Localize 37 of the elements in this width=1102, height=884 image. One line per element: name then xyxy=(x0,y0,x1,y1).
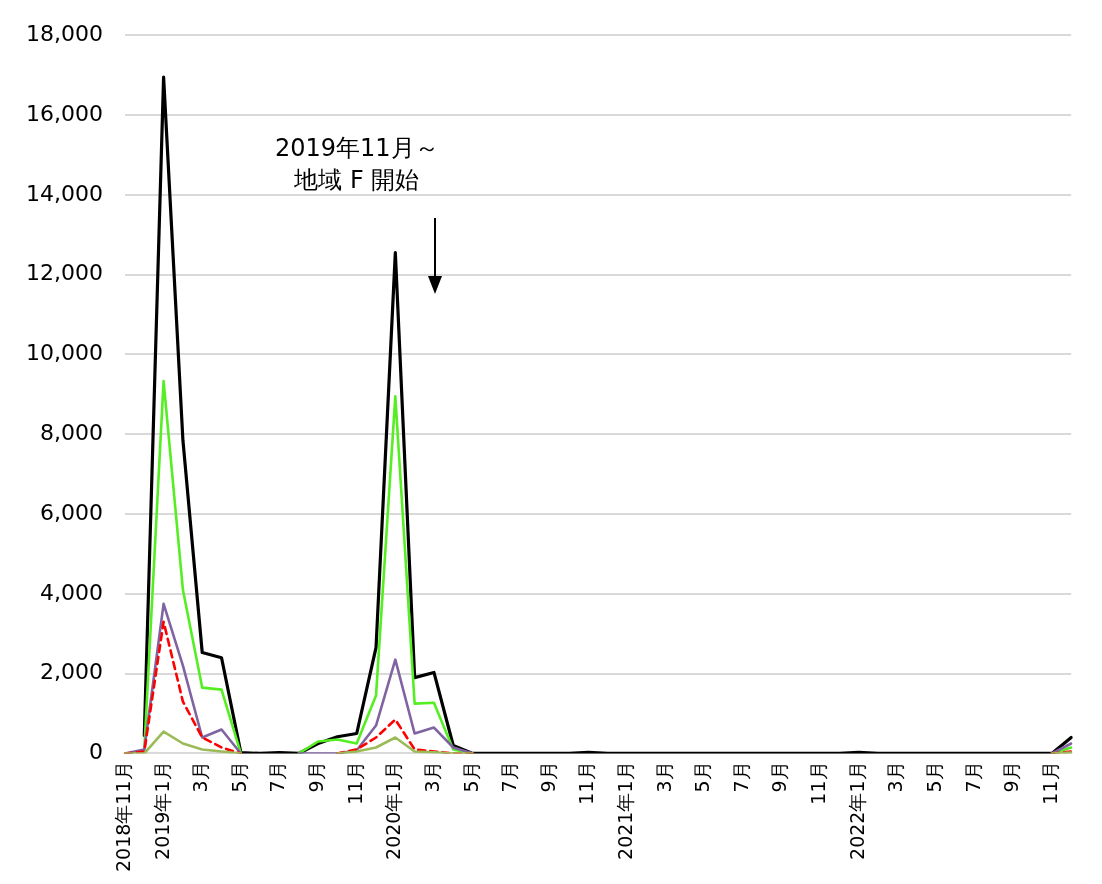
y-tick-label: 10,000 xyxy=(25,340,103,366)
x-tick-label: 2019年1月 xyxy=(150,761,173,860)
x-tick-label: 5月 xyxy=(922,761,945,793)
x-tick-label: 3月 xyxy=(189,761,212,793)
x-tick-label: 9月 xyxy=(1000,761,1023,793)
x-tick-label: 9月 xyxy=(305,761,328,793)
x-tick-label: 5月 xyxy=(227,761,250,793)
x-tick-label: 3月 xyxy=(884,761,907,793)
x-tick-label: 9月 xyxy=(536,761,559,793)
x-tick-label: 2018年11月 xyxy=(111,761,134,872)
x-tick-label: 2020年1月 xyxy=(382,761,405,860)
x-tick-label: 2021年1月 xyxy=(613,761,636,860)
y-tick-label: 8,000 xyxy=(39,419,103,445)
y-tick-label: 6,000 xyxy=(39,499,103,525)
x-tick-label: 11月 xyxy=(575,761,598,805)
x-tick-label: 7月 xyxy=(266,761,289,793)
y-tick-label: 4,000 xyxy=(39,579,103,605)
y-tick-label: 2,000 xyxy=(39,659,103,685)
y-tick-label: 14,000 xyxy=(25,180,103,206)
annotation: 地域 F 開始 xyxy=(294,165,420,197)
x-tick-label: 5月 xyxy=(459,761,482,793)
x-tick-label: 11月 xyxy=(807,761,830,805)
x-tick-label: 7月 xyxy=(961,761,984,793)
annotation: 2019年11月～ xyxy=(274,133,439,165)
x-tick-label: 11月 xyxy=(1038,761,1061,805)
x-tick-label: 3月 xyxy=(652,761,675,793)
y-tick-label: 12,000 xyxy=(25,260,103,286)
x-tick-label: 5月 xyxy=(691,761,714,793)
x-tick-label: 11月 xyxy=(343,761,366,805)
y-tick-label: 18,000 xyxy=(25,20,103,46)
x-tick-label: 9月 xyxy=(768,761,791,793)
y-tick-label: 0 xyxy=(88,739,103,765)
x-tick-label: 7月 xyxy=(498,761,521,793)
y-tick-label: 16,000 xyxy=(25,100,103,126)
x-tick-label: 2022年1月 xyxy=(845,761,868,860)
x-tick-label: 7月 xyxy=(729,761,752,793)
x-tick-label: 3月 xyxy=(420,761,443,793)
